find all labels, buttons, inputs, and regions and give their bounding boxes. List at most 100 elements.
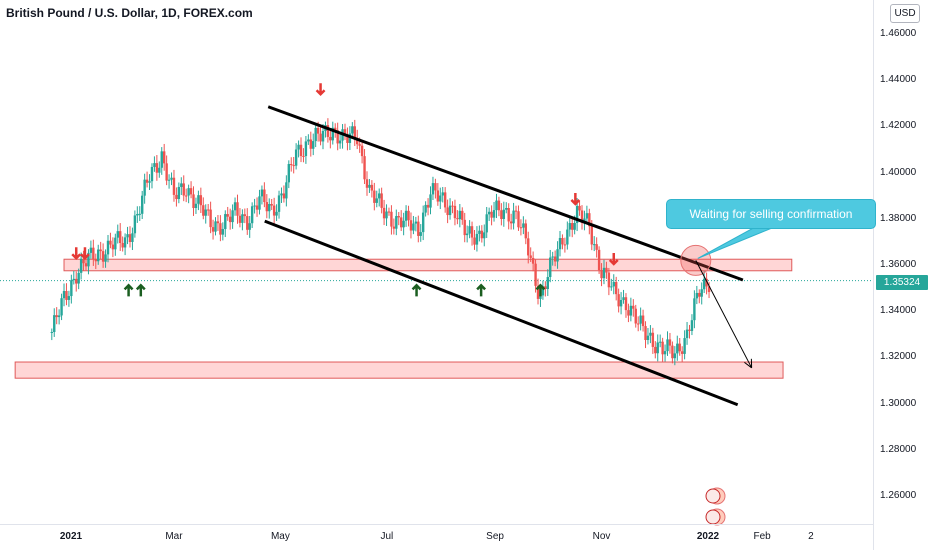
candle-body [370,184,374,191]
candle-body [698,292,701,297]
candle-body [673,353,677,359]
candle-body [165,163,168,181]
candle-body [272,205,276,216]
x-tick-label: 2 [808,531,814,542]
candle-body [424,204,427,213]
candle-body [145,179,149,183]
candle-body [101,251,105,262]
candle-body [700,289,703,297]
candle-body [483,232,486,239]
x-tick-label: Mar [165,531,183,542]
x-tick-label: Jul [380,531,394,542]
candle-body [527,238,530,256]
candle-body [568,223,571,230]
candle-body [434,183,437,191]
candle-body [97,249,100,262]
candle-body [505,208,508,210]
candle-body [192,194,195,209]
candle-body [536,285,540,299]
candle-body [297,144,300,150]
candle-body [453,205,457,219]
candle-body [470,226,474,238]
candle-body [246,216,249,230]
y-tick-label: 1.36000 [880,259,917,270]
candle-body [634,308,637,324]
candle-body [463,219,466,236]
candle-body [70,280,73,297]
candle-body [224,214,227,230]
candle-body [287,164,291,183]
candle-body [136,214,139,216]
candle-body [338,140,342,144]
candle-body [502,209,506,219]
candle-body [356,137,359,145]
candle-body [65,291,68,300]
candle-body [566,229,569,245]
candle-body [236,202,239,216]
candle-body [260,189,264,197]
candle-body [585,213,589,219]
candle-body [116,231,119,238]
y-tick-label: 1.28000 [880,443,917,455]
candle-body [170,177,173,180]
currency-button[interactable]: USD [890,4,920,23]
candle-body [250,206,254,224]
candle-body [265,202,269,212]
candle-body [539,295,542,299]
candle-body [172,177,176,195]
candle-body [92,247,95,260]
candle-body [162,151,166,164]
candle-body [148,181,151,183]
candle-body [109,240,112,245]
up-arrow-marker [135,283,146,297]
candle-body [705,278,708,287]
candle-body [578,205,581,211]
candle-body [292,165,295,167]
candle-body [512,210,515,224]
candle-body [199,195,203,206]
candle-body [302,156,305,158]
candle-body [131,233,134,242]
candle-body [53,315,56,332]
candle-body [231,210,234,223]
candle-body [661,341,664,355]
candle-body [375,198,378,203]
up-arrow-marker [411,283,422,297]
candle-body [597,249,601,271]
candle-body [89,247,93,253]
candle-body [519,227,523,229]
candle-body [497,200,501,211]
candle-body [194,203,198,209]
candle-body [277,195,281,212]
candle-body [683,338,686,354]
candle-body [558,238,562,250]
candle-body [79,258,83,273]
candle-body [351,126,354,134]
candle-body [448,205,452,216]
candle-body [104,254,107,262]
candle-body [615,282,618,295]
candle-body [702,278,706,290]
y-tick-label: 1.46000 [880,28,917,39]
candle-body [143,179,146,196]
candle-body [84,263,88,267]
candle-body [556,249,559,262]
candle-body [549,257,552,278]
candle-body [55,315,58,318]
y-tick-label: 1.34000 [880,305,917,317]
candle-body [588,213,591,227]
candle-body [575,205,579,223]
candle-body [382,207,386,219]
last-price-badge: 1.35324 [876,275,928,290]
candle-body [524,223,528,239]
candle-body [446,207,449,216]
candle-body [395,216,398,229]
candle-body [627,310,630,316]
candle-body [138,213,141,215]
candle-body [419,232,422,236]
candle-body [197,195,200,204]
candle-body [180,183,183,187]
y-tick-label: 1.38000 [880,212,917,224]
candle-body [602,267,606,279]
x-tick-label: Nov [592,531,611,542]
